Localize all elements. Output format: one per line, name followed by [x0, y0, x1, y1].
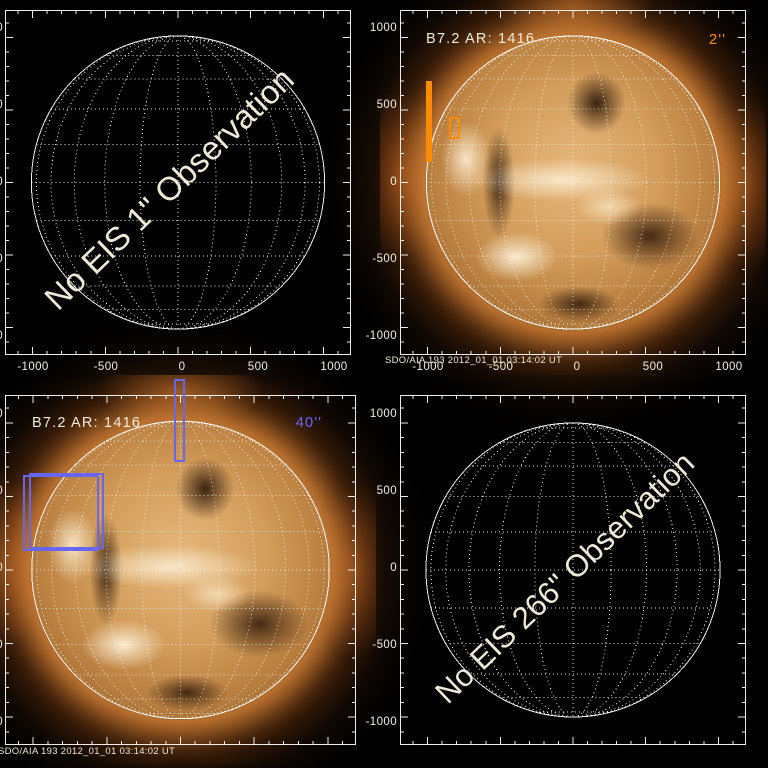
eis-fov-layer — [400, 10, 746, 355]
y-tick-label: -500 — [372, 639, 397, 651]
x-tick-label: 0 — [178, 361, 186, 373]
y-tick-label: -1000 — [0, 330, 3, 342]
eis-fov-box — [173, 378, 185, 462]
panel-frame-and-grid — [400, 10, 746, 355]
y-tick-label: -500 — [0, 639, 3, 651]
aia-timestamp: SDO/AIA 193 2012_01_01 03:14:02 UT — [0, 746, 176, 757]
slit-width-label: 2'' — [708, 31, 726, 48]
y-tick-label: 0 — [390, 176, 397, 188]
aia-timestamp: SDO/AIA 193 2012_01_01 03:14:02 UT — [385, 355, 563, 366]
panel-frame-and-grid — [5, 395, 356, 745]
y-tick-label: -500 — [372, 253, 397, 265]
y-tick-label: 1000 — [0, 22, 3, 34]
y-tick-label: -1000 — [365, 330, 397, 342]
x-tick-label: -500 — [488, 361, 514, 373]
panel-no-eis-266arcsec: No EIS 266" Observation — [400, 395, 746, 745]
y-tick-label: 0 — [0, 562, 3, 574]
x-tick-label: 1000 — [320, 361, 348, 373]
solar-disk — [424, 34, 722, 331]
x-tick-label: 1000 — [715, 361, 743, 373]
eis-fov-box — [426, 81, 433, 163]
y-tick-label: 0 — [390, 562, 397, 574]
x-tick-label: -1000 — [412, 361, 444, 373]
x-tick-label: 500 — [642, 361, 664, 373]
panel-aia-2arcsec: B7.2 AR: 1416 2'' SDO/AIA 193 2012_01_01… — [380, 0, 766, 375]
x-tick-label: 500 — [247, 361, 269, 373]
panel-aia-40arcsec: B7.2 AR: 1416 40'' SDO/AIA 193 2012_01_0… — [0, 375, 376, 765]
panel-no-eis-1arcsec: No EIS 1" Observation — [5, 10, 351, 355]
y-tick-label: 500 — [0, 99, 3, 111]
y-tick-label: -1000 — [365, 716, 397, 728]
eis-fov-box — [22, 474, 100, 552]
y-tick-label: 500 — [0, 485, 3, 497]
x-tick-label: -1000 — [17, 361, 49, 373]
eis-fov-box — [29, 472, 104, 550]
no-observation-message: No EIS 1" Observation — [36, 59, 301, 317]
eis-fov-box — [448, 116, 461, 140]
y-tick-label: -500 — [0, 253, 3, 265]
flare-ar-label: B7.2 AR: 1416 — [426, 31, 536, 47]
x-tick-label: 0 — [573, 361, 581, 373]
y-tick-label: -1000 — [0, 716, 3, 728]
eis-fov-layer — [5, 378, 356, 745]
y-tick-label: 0 — [0, 176, 3, 188]
x-tick-label: -500 — [93, 361, 119, 373]
y-tick-label: 500 — [376, 485, 397, 497]
aia-193-sun-image — [380, 0, 766, 375]
slit-width-label: 40'' — [295, 414, 322, 431]
y-tick-label: 500 — [376, 99, 397, 111]
y-tick-label: 1000 — [0, 408, 3, 420]
y-tick-label: 1000 — [369, 408, 397, 420]
y-tick-label: 1000 — [369, 22, 397, 34]
panel-frame-and-grid — [5, 10, 351, 355]
panel-frame-and-grid — [400, 395, 746, 745]
flare-ar-label: B7.2 AR: 1416 — [32, 415, 142, 431]
